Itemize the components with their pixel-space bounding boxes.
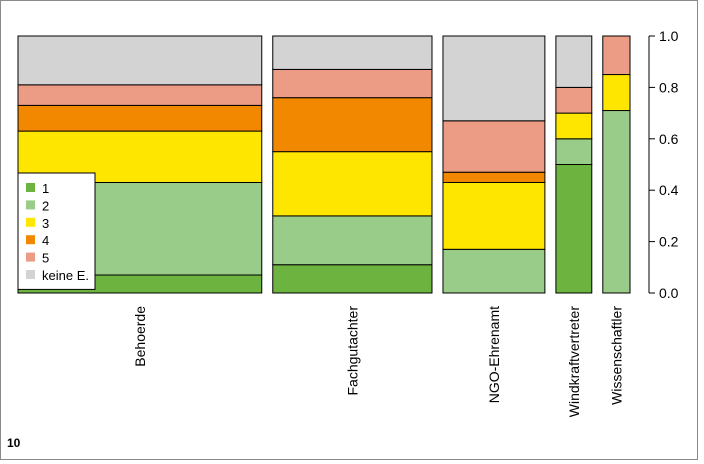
legend-swatch-3 [26,217,35,227]
bar-segment-Windkraftvertreter-3 [555,112,593,140]
bar-segment-Wissenschaftler-2 [602,110,631,294]
x-tick-label-Windkraftvertreter: Windkraftvertreter [566,306,582,418]
y-tick-label-0.2: 0.2 [659,234,679,250]
x-tick-label-NGO-Ehrenamt: NGO-Ehrenamt [486,306,502,403]
bar-segment-Fachgutachter-3 [272,151,433,217]
bar-segment-Windkraftvertreter-1 [555,164,593,294]
x-tick-label-Behoerde: Behoerde [132,306,148,367]
bar-segment-NGO-Ehrenamt-2 [442,248,546,294]
bar-segment-Fachgutachter-1 [272,264,433,294]
bar-segment-Windkraftvertreter-keine-E- [555,35,593,88]
bar-segment-Windkraftvertreter-5 [555,86,593,114]
legend-label-4: 4 [42,233,49,248]
bar-segment-Fachgutachter-4 [272,97,433,153]
y-tick-label-0.0: 0.0 [659,285,679,301]
y-axis: 0.0 0.2 0.4 0.6 0.8 1.0 [648,28,679,301]
legend-label-3: 3 [42,216,49,231]
legend-swatch-keine-E- [26,270,35,279]
figure-number: 10 [7,436,21,450]
y-tick-label-0.6: 0.6 [659,131,679,147]
bar-segment-Windkraftvertreter-2 [555,138,593,166]
bar-segment-Fachgutachter-5 [272,68,433,99]
x-tick-label-Wissenschaftler: Wissenschaftler [608,306,624,405]
y-tick-label-0.8: 0.8 [659,79,679,95]
legend-label-2: 2 [42,198,49,213]
bar-segment-Behoerde-4 [17,104,263,132]
bar-segment-Behoerde-5 [17,84,263,106]
legend-swatch-2 [26,200,35,210]
bar-segment-Wissenschaftler-5 [602,35,631,76]
bar-segment-Wissenschaftler-3 [602,74,631,112]
bar-segment-Behoerde-keine-E- [17,35,263,86]
legend-label-5: 5 [42,251,49,266]
y-tick-label-0.4: 0.4 [659,182,679,198]
legend-label-1: 1 [42,181,49,196]
bar-segment-NGO-Ehrenamt-5 [442,120,546,173]
bar-segment-NGO-Ehrenamt-3 [442,181,546,250]
legend-label-keine-E-: keine E. [42,268,89,283]
bar-segment-NGO-Ehrenamt-4 [442,171,546,183]
x-tick-label-Fachgutachter: Fachgutachter [344,306,360,396]
legend: 1 2 3 4 5 keine E. [17,172,96,290]
bars-layer [17,35,631,294]
y-tick-label-1.0: 1.0 [659,28,679,44]
legend-swatch-5 [26,252,35,262]
legend-swatch-1 [26,183,35,192]
bar-segment-Fachgutachter-keine-E- [272,35,433,70]
bar-segment-Fachgutachter-2 [272,215,433,266]
x-tick-labels: Behoerde Fachgutachter NGO-Ehrenamt Windkra… [132,306,625,418]
legend-swatch-4 [26,235,35,245]
bar-segment-NGO-Ehrenamt-keine-E- [442,35,546,122]
